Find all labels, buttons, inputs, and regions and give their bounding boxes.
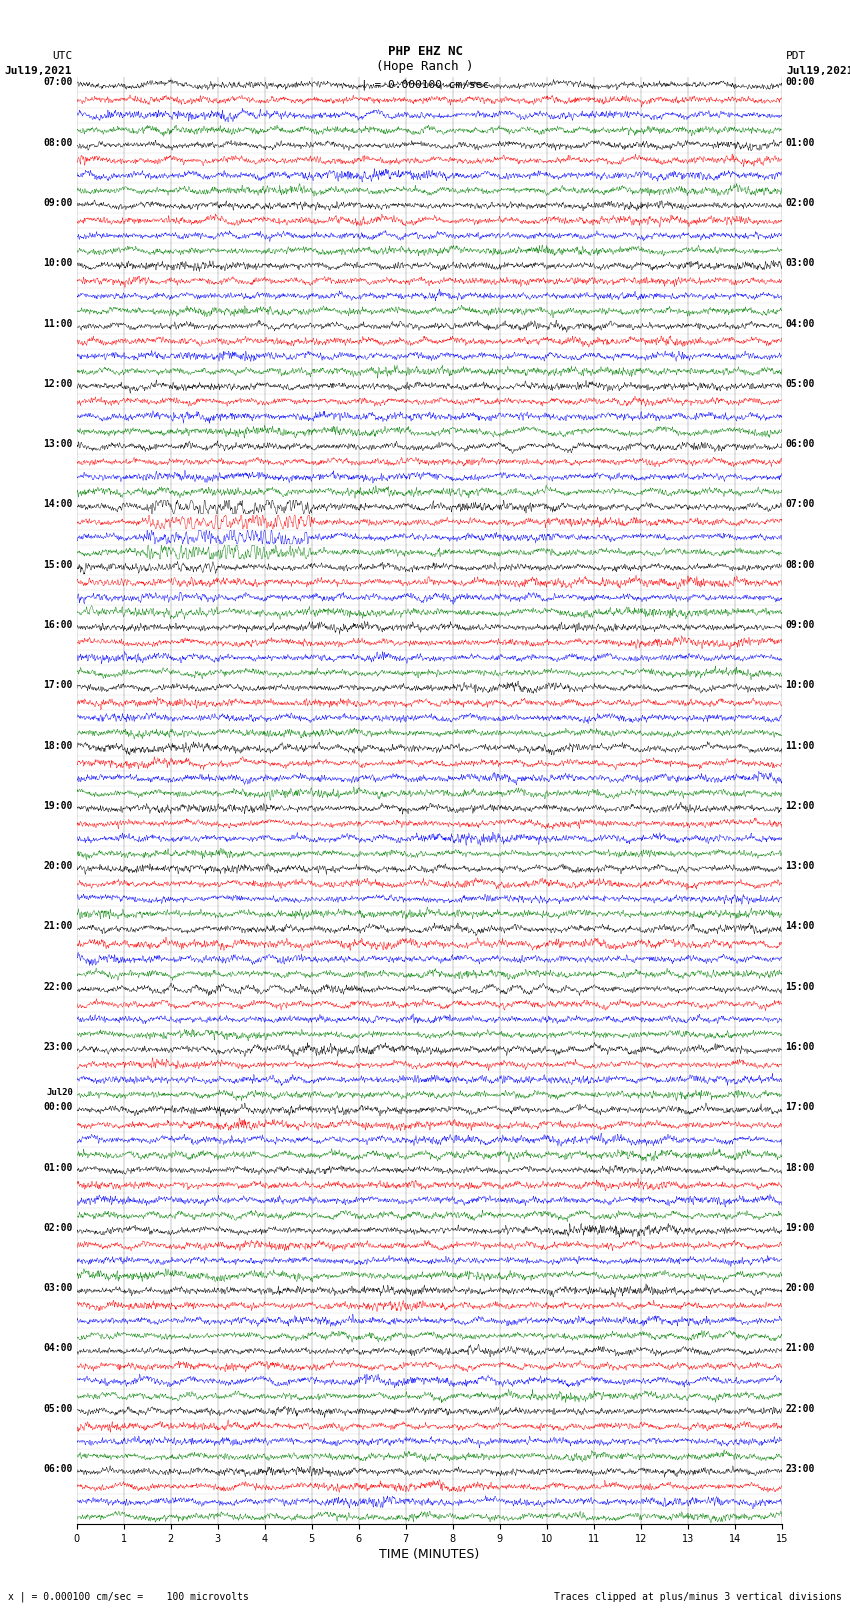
Text: 05:00: 05:00: [43, 1403, 73, 1413]
Text: 03:00: 03:00: [785, 258, 815, 268]
Text: UTC: UTC: [52, 52, 72, 61]
Text: Traces clipped at plus/minus 3 vertical divisions: Traces clipped at plus/minus 3 vertical …: [553, 1592, 842, 1602]
Text: 06:00: 06:00: [43, 1465, 73, 1474]
Text: 13:00: 13:00: [785, 861, 815, 871]
Text: 11:00: 11:00: [785, 740, 815, 750]
Text: Jul20: Jul20: [46, 1089, 73, 1097]
Text: 22:00: 22:00: [43, 982, 73, 992]
Text: PDT: PDT: [786, 52, 807, 61]
Text: 03:00: 03:00: [43, 1284, 73, 1294]
Text: 19:00: 19:00: [785, 1223, 815, 1232]
Text: 18:00: 18:00: [43, 740, 73, 750]
Text: 00:00: 00:00: [43, 1102, 73, 1113]
Text: 05:00: 05:00: [785, 379, 815, 389]
Text: Jul19,2021: Jul19,2021: [786, 66, 850, 76]
Text: 16:00: 16:00: [785, 1042, 815, 1052]
Text: 21:00: 21:00: [785, 1344, 815, 1353]
Text: 22:00: 22:00: [785, 1403, 815, 1413]
Text: 18:00: 18:00: [785, 1163, 815, 1173]
Text: 11:00: 11:00: [43, 319, 73, 329]
Text: 10:00: 10:00: [785, 681, 815, 690]
Text: 01:00: 01:00: [785, 137, 815, 148]
Text: 13:00: 13:00: [43, 439, 73, 448]
Text: 23:00: 23:00: [785, 1465, 815, 1474]
Text: 15:00: 15:00: [43, 560, 73, 569]
Text: 12:00: 12:00: [785, 802, 815, 811]
Text: (Hope Ranch ): (Hope Ranch ): [377, 60, 473, 73]
Text: 09:00: 09:00: [785, 619, 815, 631]
Text: 20:00: 20:00: [785, 1284, 815, 1294]
Text: 15:00: 15:00: [785, 982, 815, 992]
Text: Jul19,2021: Jul19,2021: [5, 66, 72, 76]
Text: 02:00: 02:00: [785, 198, 815, 208]
Text: 07:00: 07:00: [785, 500, 815, 510]
Text: | = 0.000100 cm/sec: | = 0.000100 cm/sec: [361, 79, 489, 90]
Text: 17:00: 17:00: [43, 681, 73, 690]
Text: 10:00: 10:00: [43, 258, 73, 268]
Text: 08:00: 08:00: [785, 560, 815, 569]
Text: 04:00: 04:00: [43, 1344, 73, 1353]
Text: 01:00: 01:00: [43, 1163, 73, 1173]
Text: x | = 0.000100 cm/sec =    100 microvolts: x | = 0.000100 cm/sec = 100 microvolts: [8, 1590, 249, 1602]
X-axis label: TIME (MINUTES): TIME (MINUTES): [379, 1548, 479, 1561]
Text: 16:00: 16:00: [43, 619, 73, 631]
Text: PHP EHZ NC: PHP EHZ NC: [388, 45, 462, 58]
Text: 08:00: 08:00: [43, 137, 73, 148]
Text: 04:00: 04:00: [785, 319, 815, 329]
Text: 23:00: 23:00: [43, 1042, 73, 1052]
Text: 19:00: 19:00: [43, 802, 73, 811]
Text: 17:00: 17:00: [785, 1102, 815, 1113]
Text: 00:00: 00:00: [785, 77, 815, 87]
Text: 06:00: 06:00: [785, 439, 815, 448]
Text: 21:00: 21:00: [43, 921, 73, 931]
Text: 20:00: 20:00: [43, 861, 73, 871]
Text: 02:00: 02:00: [43, 1223, 73, 1232]
Text: 09:00: 09:00: [43, 198, 73, 208]
Text: 12:00: 12:00: [43, 379, 73, 389]
Text: 07:00: 07:00: [43, 77, 73, 87]
Text: 14:00: 14:00: [785, 921, 815, 931]
Text: 14:00: 14:00: [43, 500, 73, 510]
